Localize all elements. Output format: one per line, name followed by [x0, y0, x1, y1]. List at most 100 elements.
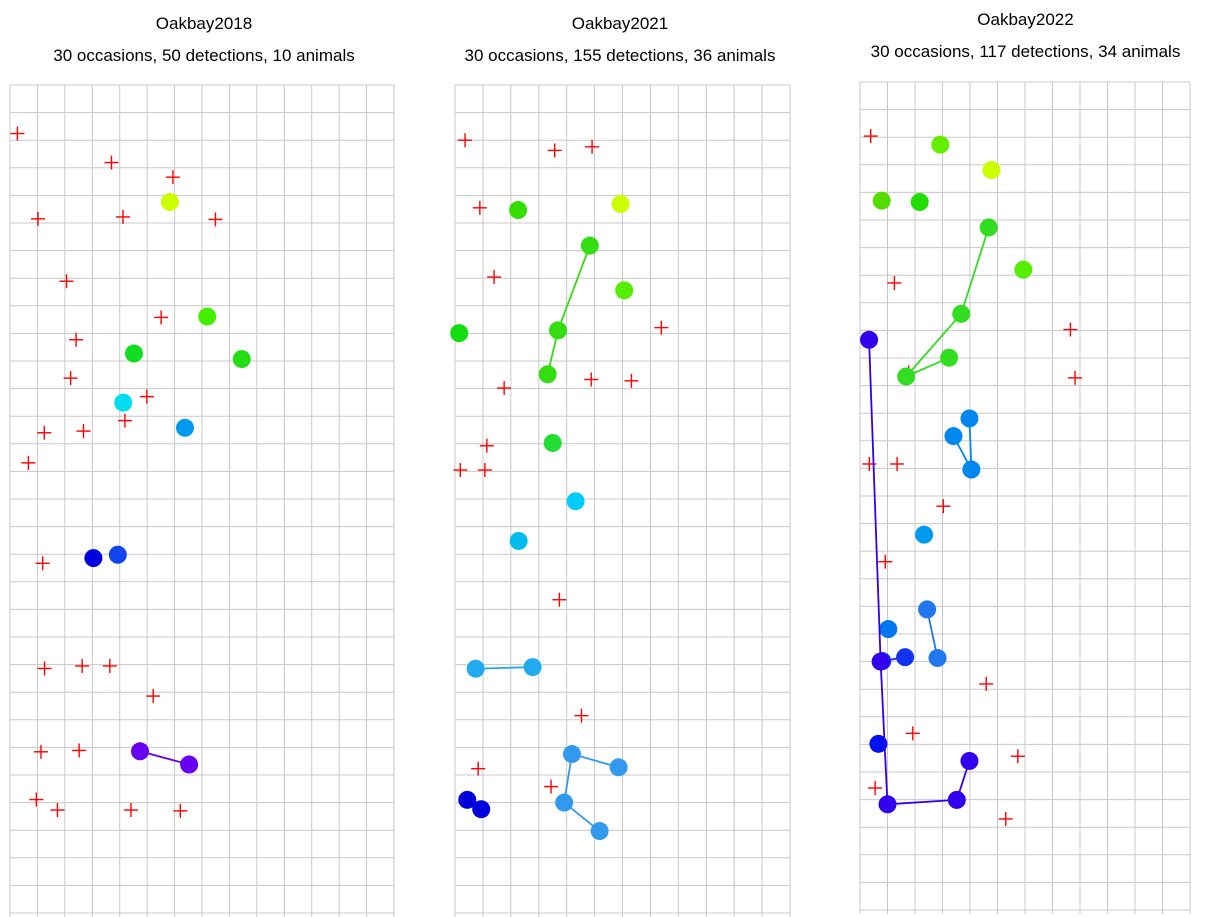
detection-point [108, 545, 127, 564]
trap-marker [1063, 322, 1078, 337]
detection-point [114, 393, 133, 412]
chart-title: Oakbay2018 [155, 14, 253, 33]
detection-point [896, 648, 915, 667]
animal-detections [458, 790, 491, 819]
animal-detections [615, 281, 634, 300]
animal-detections [509, 531, 528, 550]
trap-marker [76, 424, 91, 439]
trap-marker [69, 332, 84, 347]
trap-marker [63, 371, 78, 386]
trap-marker [154, 310, 169, 325]
detection-point [869, 734, 888, 753]
animal-detections [84, 549, 103, 568]
animal-detections [982, 161, 1001, 180]
detection-point [609, 758, 628, 777]
trap-marker [208, 212, 223, 227]
animal-movement-line [879, 661, 889, 805]
detection-point [915, 525, 934, 544]
detection-point [944, 427, 963, 446]
detection-point [580, 236, 599, 255]
detection-point [952, 304, 971, 323]
animal-detections [931, 135, 950, 154]
animal-detections [869, 734, 888, 753]
trap-marker [75, 658, 90, 673]
grid [9, 84, 395, 917]
trap-marker [173, 803, 188, 818]
detection-point [131, 742, 150, 761]
detection-point [960, 409, 979, 428]
animal-detections [918, 600, 947, 668]
detection-point [871, 652, 890, 671]
detection-point [84, 549, 103, 568]
trap-marker [50, 803, 65, 818]
chart-subtitle: 30 occasions, 50 detections, 10 animals [53, 46, 355, 65]
animal-detections [566, 492, 585, 511]
trap-marker [487, 270, 502, 285]
chart-title: Oakbay2022 [977, 10, 1074, 29]
trap-marker [21, 455, 36, 470]
detection-point [979, 218, 998, 237]
animal-detections [114, 393, 133, 412]
detection-point [232, 350, 251, 369]
detection-point [1014, 260, 1033, 279]
trap-marker [29, 792, 44, 807]
detection-point [549, 321, 568, 340]
trap-marker [624, 373, 639, 388]
chart-subtitle: 30 occasions, 155 detections, 36 animals [464, 46, 776, 65]
animal-detections [124, 344, 143, 363]
trap-marker [37, 661, 52, 676]
trap-marker [471, 761, 486, 776]
trap-marker [868, 781, 883, 796]
animal-detections [538, 236, 599, 384]
animal-detections [860, 330, 979, 814]
panel-title-2018: Oakbay2018 30 occasions, 50 detections, … [8, 8, 400, 72]
detection-point [160, 193, 179, 212]
detection-point [566, 492, 585, 511]
detection-point [590, 822, 609, 841]
trap-marker [59, 274, 74, 289]
trap-marker [117, 413, 132, 428]
trap-marker [887, 275, 902, 290]
grid [454, 84, 791, 917]
trap-marker [547, 143, 562, 158]
trap-marker [654, 320, 669, 335]
trap-marker [123, 803, 138, 818]
detection-point [947, 790, 966, 809]
trap-marker [453, 463, 468, 478]
animal-movement-line [868, 339, 882, 662]
trap-marker [497, 381, 512, 396]
detection-point [918, 600, 937, 619]
chart-title: Oakbay2021 [571, 14, 669, 33]
detection-point [124, 344, 143, 363]
trap-marker [936, 499, 951, 514]
detection-point [198, 307, 217, 326]
trap-marker [10, 126, 25, 141]
panel-title-2021: Oakbay2021 30 occasions, 155 detections,… [420, 8, 820, 72]
animal-detections [910, 193, 929, 212]
trap-marker [574, 708, 589, 723]
detection-point [175, 418, 194, 437]
detection-point [450, 324, 469, 343]
animal-detections [175, 418, 194, 437]
panel-1 [450, 84, 791, 917]
detection-point [982, 161, 1001, 180]
trap-marker [458, 133, 473, 148]
animal-detections [944, 409, 981, 479]
animal-detections [872, 191, 891, 210]
trap-marker [33, 744, 48, 759]
animal-detections [879, 620, 898, 639]
animal-detections [543, 433, 562, 452]
detection-point [910, 193, 929, 212]
animal-detections [160, 193, 179, 212]
detection-point [523, 658, 542, 677]
trap-marker [104, 155, 119, 170]
trap-marker [72, 743, 87, 758]
trap-marker [585, 139, 600, 154]
detection-point [611, 194, 630, 213]
animal-detections [198, 307, 217, 326]
detection-point [960, 751, 979, 770]
grid [859, 81, 1191, 914]
trap-marker [139, 389, 154, 404]
detection-point [543, 433, 562, 452]
animal-movement-line [905, 313, 962, 378]
